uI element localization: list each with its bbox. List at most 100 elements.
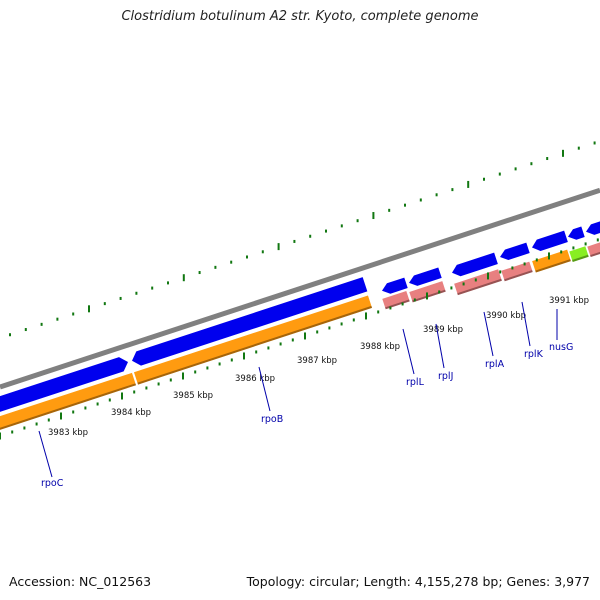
outer-tick (198, 271, 201, 275)
outer-tick (246, 255, 248, 259)
outer-tick (261, 250, 264, 254)
gene-arrow (568, 226, 585, 240)
tick-label: 3987 kbp (297, 356, 337, 366)
orf-bar (587, 241, 600, 258)
gene-leader-line (38, 430, 53, 478)
tick-label: 3991 kbp (549, 296, 589, 306)
inner-tick (243, 352, 245, 360)
inner-tick (328, 326, 331, 330)
outer-tick (72, 312, 75, 316)
outer-tick (372, 212, 375, 220)
inner-tick (377, 310, 380, 314)
outer-tick (9, 333, 11, 337)
orf-bar (569, 246, 589, 262)
outer-tick-row (9, 141, 596, 337)
inner-tick (60, 412, 62, 420)
inner-tick (572, 246, 575, 250)
gene-label: rplL (406, 377, 425, 388)
outer-tick (467, 180, 470, 188)
inner-tick (72, 410, 75, 414)
inner-tick (145, 386, 148, 390)
inner-tick (340, 322, 343, 326)
gene-label: rplA (485, 359, 505, 370)
gene-leader-line (402, 328, 415, 375)
inner-tick (548, 252, 550, 260)
inner-tick (462, 282, 465, 286)
genome-backbone (0, 187, 600, 390)
inner-tick (157, 382, 160, 386)
tick-label: 3985 kbp (173, 391, 213, 401)
reverse-orfs (0, 241, 600, 431)
inner-tick (584, 242, 587, 246)
inner-tick (267, 346, 270, 350)
outer-tick (514, 167, 517, 171)
inner-tick (352, 318, 355, 322)
orf-bar (454, 269, 502, 296)
orf-bar (501, 261, 533, 282)
outer-tick (119, 296, 122, 300)
inner-tick (230, 358, 233, 362)
outer-tick (56, 317, 59, 321)
gene-label: nusG (549, 342, 573, 353)
outer-tick (40, 322, 43, 326)
outer-tick (88, 305, 90, 313)
gene-leader-line (483, 311, 494, 357)
inner-tick (255, 350, 258, 354)
forward-genes (0, 220, 600, 413)
gene-leader-line (521, 301, 531, 347)
inner-tick (511, 266, 514, 270)
outer-tick (593, 141, 596, 145)
outer-tick (293, 239, 296, 243)
inner-tick (365, 312, 367, 320)
inner-tick (438, 290, 441, 294)
gene-label: rplK (524, 349, 544, 360)
gene-label: rplJ (438, 371, 453, 382)
outer-tick (562, 149, 564, 157)
inner-tick (133, 390, 136, 394)
gene-arrow (586, 220, 600, 235)
inner-tick (450, 286, 453, 290)
gene-leader-line (435, 323, 445, 369)
inner-tick (11, 430, 14, 434)
inner-tick (35, 422, 38, 426)
inner-tick (487, 272, 489, 280)
outer-tick (24, 328, 27, 332)
inner-tick (389, 306, 392, 310)
gene-arrow (500, 242, 530, 261)
tick-label: 3989 kbp (423, 325, 463, 335)
outer-tick (356, 219, 359, 223)
outer-tick (309, 234, 312, 238)
inner-tick (535, 258, 538, 262)
gene-label: rpoC (41, 478, 64, 489)
outer-tick (325, 229, 327, 233)
outer-tick (546, 157, 549, 161)
inner-tick (218, 362, 221, 366)
inner-tick (194, 370, 197, 374)
inner-tick (121, 392, 123, 400)
outer-tick (182, 274, 185, 282)
orf-bar (532, 249, 571, 273)
inner-tick (499, 270, 502, 274)
inner-tick (316, 330, 319, 334)
outer-tick (483, 177, 485, 181)
tick-label: 3988 kbp (360, 342, 400, 352)
outer-tick (388, 208, 391, 212)
backbone-line (0, 187, 600, 390)
inner-tick (560, 250, 563, 254)
outer-tick (340, 224, 343, 228)
orf-bar (133, 295, 373, 385)
tick-label: 3984 kbp (111, 408, 151, 418)
tick-labels: 3983 kbp 3984 kbp 3985 kbp 3986 kbp 3987 kbp… (48, 296, 589, 438)
gene-label: rpoB (261, 414, 283, 425)
outer-tick (451, 188, 454, 192)
inner-tick (23, 426, 26, 430)
inner-tick (279, 342, 282, 346)
inner-tick (206, 366, 209, 370)
inner-tick (474, 278, 477, 282)
gene-arrow (532, 230, 568, 252)
map-title: Clostridium botulinum A2 str. Kyoto, com… (121, 9, 479, 24)
orf-bar (0, 372, 137, 431)
gene-arrow (382, 277, 408, 294)
outer-tick (214, 265, 217, 269)
